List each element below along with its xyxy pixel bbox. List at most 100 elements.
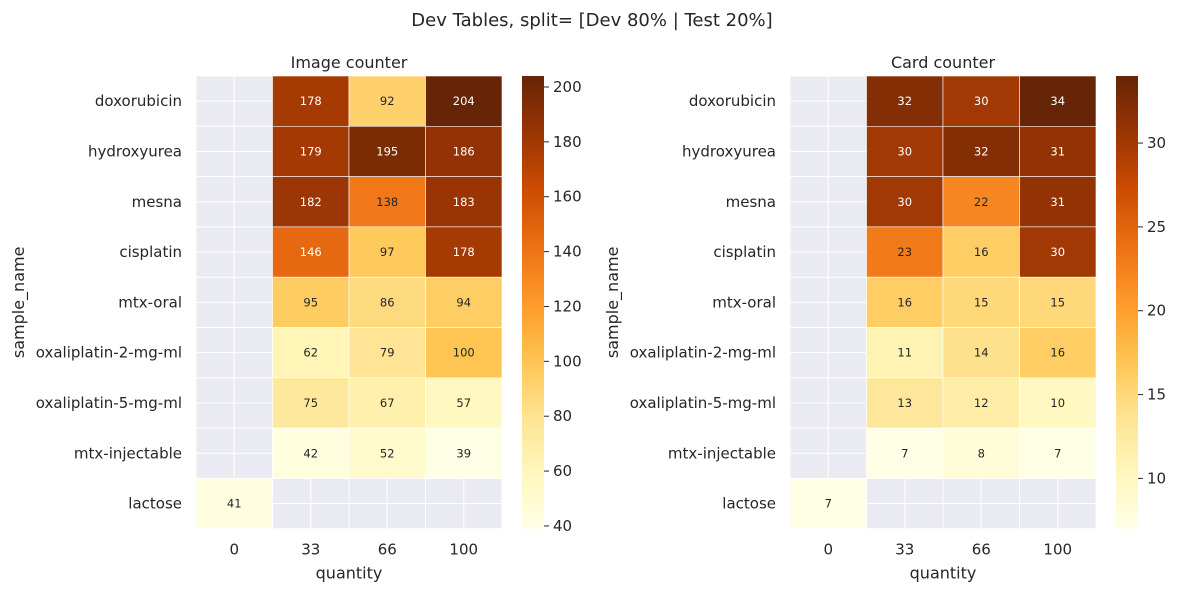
cell-label: 92 — [380, 94, 395, 108]
cell-label: 11 — [897, 346, 912, 360]
heatmap-cell — [942, 126, 1020, 177]
cell-label: 67 — [380, 396, 395, 410]
x-tick-label: 0 — [229, 541, 239, 559]
x-axis-label: quantity — [316, 564, 383, 583]
y-tick-label: mesna — [726, 193, 776, 211]
y-tick-label: doxorubicin — [95, 92, 182, 110]
colorbar-tick-label: 30 — [1147, 134, 1166, 152]
colorbar-tick-label: 20 — [1147, 302, 1166, 320]
cell-label: 97 — [380, 245, 395, 259]
cell-label: 34 — [1050, 94, 1065, 108]
cell-label: 178 — [453, 245, 475, 259]
heatmap-cell — [425, 176, 503, 228]
cell-label: 7 — [825, 497, 832, 511]
heatmap-cell — [348, 327, 426, 379]
cell-label: 30 — [897, 144, 912, 158]
panel-title: Image counter — [291, 53, 408, 72]
colorbar-tick-label: 25 — [1147, 218, 1166, 236]
heatmap-cell — [942, 75, 1020, 127]
cell-label: 100 — [453, 346, 475, 360]
heatmap-cell — [272, 427, 350, 479]
cell-label: 23 — [897, 245, 912, 259]
y-tick-label: cisplatin — [713, 243, 776, 261]
heatmap-cell — [348, 226, 426, 278]
heatmap-cell — [425, 427, 503, 479]
x-axis-label: quantity — [910, 564, 977, 583]
colorbar-tick-label: 40 — [553, 517, 572, 535]
cell-label: 183 — [453, 195, 475, 209]
heatmap-cell — [348, 427, 426, 479]
y-tick-label: mtx-injectable — [74, 444, 182, 462]
y-tick-label: lactose — [128, 495, 182, 513]
cell-label: 13 — [897, 396, 912, 410]
y-tick-label: hydroxyurea — [682, 142, 776, 160]
x-tick-label: 0 — [823, 541, 833, 559]
heatmap-cell — [866, 176, 944, 228]
heatmap-cell — [425, 276, 503, 328]
heatmap-cell — [866, 276, 944, 328]
heatmap-cell — [942, 377, 1020, 429]
x-tick-label: 66 — [378, 541, 397, 559]
cell-label: 95 — [303, 295, 318, 309]
cell-label: 30 — [897, 195, 912, 209]
cell-label: 52 — [380, 446, 395, 460]
figure-title: Dev Tables, split= [Dev 80% | Test 20%] — [411, 10, 772, 31]
x-tick-label: 33 — [301, 541, 320, 559]
colorbar-tick-label: 140 — [553, 243, 582, 261]
cell-label: 32 — [974, 144, 989, 158]
heatmap-cell — [272, 226, 350, 278]
colorbar — [522, 76, 544, 529]
x-tick-label: 100 — [1043, 541, 1072, 559]
heatmap-cell — [272, 276, 350, 328]
y-tick-label: oxaliplatin-5-mg-ml — [36, 394, 182, 412]
y-tick-label: hydroxyurea — [88, 142, 182, 160]
cell-label: 94 — [456, 295, 471, 309]
cell-label: 31 — [1050, 144, 1065, 158]
heatmap-cell — [348, 276, 426, 328]
y-tick-label: mtx-oral — [118, 293, 182, 311]
colorbar-tick-label: 10 — [1147, 469, 1166, 487]
heatmap-cell — [1019, 377, 1097, 429]
heatmap-cell — [942, 276, 1020, 328]
y-tick-label: oxaliplatin-5-mg-ml — [630, 394, 776, 412]
cell-label: 39 — [456, 446, 471, 460]
x-tick-label: 100 — [449, 541, 478, 559]
heatmap-cell — [425, 377, 503, 429]
heatmap-cell — [1019, 75, 1097, 127]
cell-label: 30 — [1050, 245, 1065, 259]
cell-label: 146 — [300, 245, 322, 259]
cell-label: 204 — [453, 94, 475, 108]
colorbar-tick-label: 160 — [553, 188, 582, 206]
cell-label: 30 — [974, 94, 989, 108]
cell-label: 12 — [974, 396, 989, 410]
cell-label: 62 — [303, 346, 318, 360]
y-tick-label: oxaliplatin-2-mg-ml — [630, 344, 776, 362]
cell-label: 22 — [974, 195, 989, 209]
panel-title: Card counter — [891, 53, 996, 72]
y-tick-label: cisplatin — [119, 243, 182, 261]
heatmap-cell — [789, 478, 867, 529]
heatmap-cell — [1019, 226, 1097, 278]
colorbar-tick-label: 200 — [553, 78, 582, 96]
heatmap-cell — [348, 176, 426, 228]
colorbar-tick-label: 15 — [1147, 386, 1166, 404]
y-tick-label: mesna — [132, 193, 182, 211]
cell-label: 16 — [1050, 346, 1065, 360]
y-tick-label: oxaliplatin-2-mg-ml — [36, 344, 182, 362]
colorbar-tick-label: 100 — [553, 352, 582, 370]
cell-label: 179 — [300, 144, 322, 158]
cell-label: 182 — [300, 195, 322, 209]
heatmap-cell — [425, 126, 503, 177]
x-tick-label: 33 — [895, 541, 914, 559]
heatmap-cell — [425, 226, 503, 278]
cell-label: 32 — [897, 94, 912, 108]
colorbar-tick-label: 60 — [553, 462, 572, 480]
heatmap-cell — [866, 226, 944, 278]
cell-label: 16 — [974, 245, 989, 259]
heatmap-cell — [866, 427, 944, 479]
heatmap-cell — [272, 377, 350, 429]
cell-label: 10 — [1050, 396, 1065, 410]
x-tick-label: 66 — [972, 541, 991, 559]
heatmap-cell — [272, 75, 350, 127]
cell-label: 42 — [303, 446, 318, 460]
